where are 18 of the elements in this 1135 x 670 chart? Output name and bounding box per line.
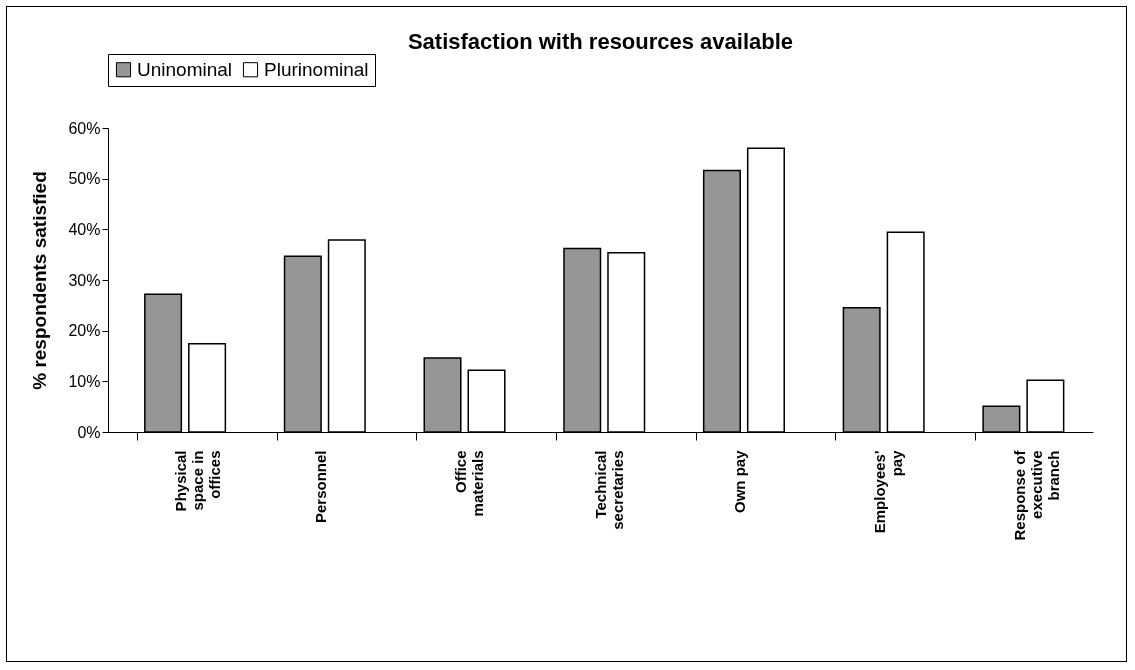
y-tick-label: 0% — [77, 423, 101, 441]
y-axis-title: % respondents satisfied — [29, 171, 51, 390]
chart-title: Satisfaction with resources available — [407, 28, 794, 54]
x-tick-label: Personnel — [312, 450, 330, 524]
y-tick-label: 60% — [68, 119, 101, 137]
y-tick-label: 40% — [68, 220, 101, 238]
x-tick-label: Response of executive branch — [1010, 449, 1062, 541]
x-tick-label: Technical secretaries — [591, 450, 626, 530]
legend-label: Uninominal — [137, 58, 233, 80]
y-tick-label: 30% — [68, 271, 101, 289]
legend-label: Plurinominal — [264, 58, 369, 80]
x-tick-label: Own pay — [731, 449, 749, 514]
y-tick-label: 20% — [68, 322, 101, 340]
x-tick-label: Employees' pay — [870, 449, 905, 534]
x-tick-label: Physical space in offices — [172, 450, 224, 512]
y-tick-label: 50% — [68, 170, 101, 188]
y-tick-label: 10% — [68, 372, 101, 390]
x-tick-label: Office materials — [451, 450, 486, 517]
